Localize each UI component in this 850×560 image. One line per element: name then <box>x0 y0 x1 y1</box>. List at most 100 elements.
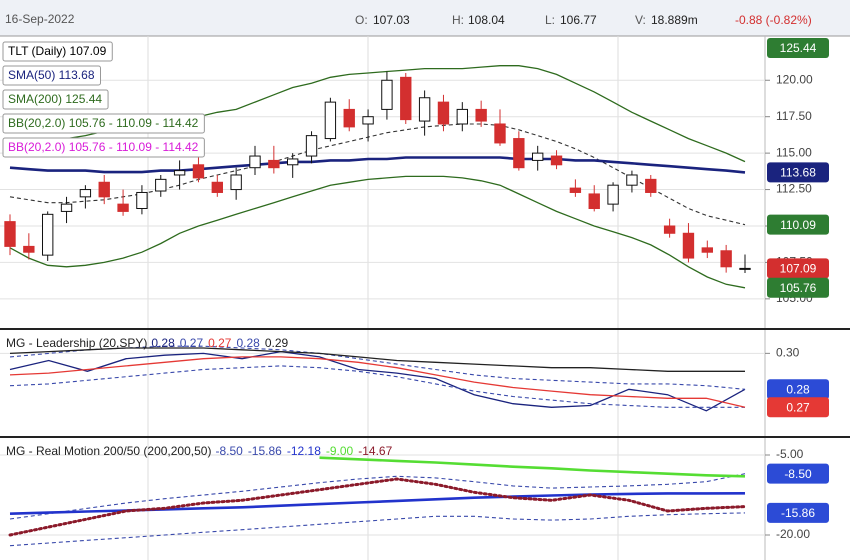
candle-body <box>513 138 525 169</box>
candle-body <box>173 170 186 176</box>
series-line <box>9 365 745 408</box>
change: -0.88 (-0.82%) <box>735 13 812 27</box>
legend-entry: TLT (Daily) 107.09 <box>8 44 107 58</box>
candle-body <box>475 108 487 122</box>
candle-body <box>456 108 468 125</box>
candle-body <box>437 101 450 125</box>
candle-body <box>588 193 600 210</box>
price-marker-label: -8.50 <box>784 467 812 481</box>
legend-box <box>2 113 205 134</box>
price-marker-label: -15.86 <box>781 506 815 520</box>
low-label: L: <box>545 13 555 27</box>
candle-body <box>663 225 676 234</box>
candle-body <box>324 101 337 140</box>
header-bar <box>0 0 850 36</box>
series-line <box>9 347 745 372</box>
price-marker <box>767 214 829 235</box>
price-marker <box>767 463 829 484</box>
price-marker-label: 105.76 <box>780 281 817 295</box>
price-marker-label: 0.27 <box>786 400 810 414</box>
price-marker-label: 110.09 <box>780 218 816 232</box>
candle-body <box>400 76 412 121</box>
legend-value: 0.28 <box>236 336 260 350</box>
open: 107.03 <box>373 13 410 27</box>
price-marker-label: 107.09 <box>780 262 817 276</box>
price-marker <box>767 38 829 58</box>
series-line <box>9 512 746 547</box>
legend-value: 0.27 <box>180 336 204 350</box>
price-marker-label: 0.28 <box>786 382 810 396</box>
panel-title: MG - Real Motion 200/50 (200,200,50) <box>6 444 211 458</box>
legend-entry: SMA(50) 113.68 <box>8 68 95 82</box>
price-marker <box>767 502 829 523</box>
candle-body <box>418 97 431 122</box>
candle-body <box>305 135 318 157</box>
candle-body <box>494 123 506 144</box>
legend-value: -9.00 <box>326 444 354 458</box>
panel-title: MG - Leadership (20,SPY) <box>6 336 147 350</box>
candle-body <box>720 250 732 268</box>
candle-body <box>569 187 582 193</box>
candle-body <box>4 221 16 247</box>
series-line <box>9 175 746 289</box>
candle-body <box>645 178 657 193</box>
high: 108.04 <box>468 13 505 27</box>
series-line <box>9 345 746 390</box>
series-line <box>9 350 746 412</box>
legend-value: -14.67 <box>358 444 392 458</box>
candle-body <box>249 155 261 169</box>
candle-body <box>739 267 751 270</box>
candle-body <box>381 79 393 110</box>
legend-value: 0.28 <box>151 336 175 350</box>
price-marker <box>767 397 829 418</box>
price-marker <box>767 379 829 400</box>
legend-value: -15.86 <box>248 444 282 458</box>
candle-body <box>230 174 242 191</box>
legend-value: 0.27 <box>208 336 232 350</box>
legend-box <box>2 65 101 86</box>
candle-body <box>268 159 280 169</box>
date: 16-Sep-2022 <box>5 12 75 26</box>
volume: 18.889m <box>651 13 698 27</box>
candle-body <box>287 158 299 166</box>
y-tick-label: 0.30 <box>776 346 800 360</box>
price-marker-label: 125.44 <box>780 41 817 55</box>
legend-entry: SMA(200) 125.44 <box>8 92 102 106</box>
y-tick-label: 112.50 <box>776 182 812 196</box>
candle-body <box>79 189 92 198</box>
candle-body <box>362 116 374 125</box>
legend-value: 0.29 <box>265 336 289 350</box>
series-line <box>319 456 746 478</box>
legend-box <box>2 89 109 110</box>
candle-body <box>682 232 695 259</box>
price-marker <box>767 258 829 279</box>
y-tick-label: -20.00 <box>776 527 810 541</box>
y-tick-label: 117.50 <box>776 109 812 123</box>
price-marker <box>767 162 829 183</box>
high-label: H: <box>452 13 464 27</box>
candle-body <box>42 213 54 256</box>
candle-body <box>23 245 35 253</box>
legend-entry: BB(20,2.0) 105.76 - 110.09 - 114.42 <box>8 116 199 130</box>
legend-value: -12.18 <box>287 444 321 458</box>
legend-entry: BB(20,2.0) 105.76 - 110.09 - 114.42 <box>8 140 199 154</box>
candle-body <box>136 191 148 210</box>
series-line <box>9 123 746 226</box>
candle-body <box>343 108 355 128</box>
series-line <box>9 356 746 408</box>
candle-body <box>550 155 563 166</box>
candle-body <box>155 178 167 192</box>
candle-body <box>701 247 713 253</box>
legend-box <box>2 137 205 158</box>
low: 106.77 <box>560 13 597 27</box>
candle-body <box>117 203 129 212</box>
candle-body <box>626 174 638 186</box>
candle-body <box>607 184 619 205</box>
series-line <box>9 156 746 174</box>
series-line <box>9 492 746 515</box>
price-marker <box>767 277 829 298</box>
y-tick-label: 115.00 <box>776 145 812 159</box>
candle-body <box>192 164 205 179</box>
